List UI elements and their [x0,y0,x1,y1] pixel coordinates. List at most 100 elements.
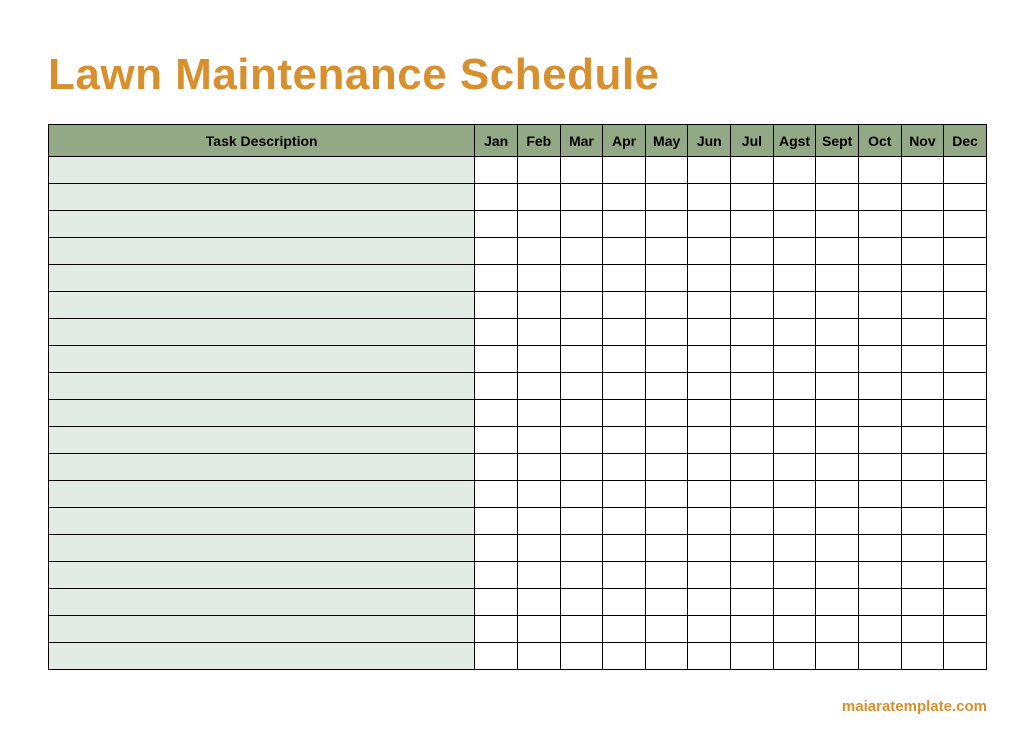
month-cell [688,238,731,265]
month-cell [773,346,816,373]
month-header: Nov [901,125,944,157]
task-cell [49,238,475,265]
table-row [49,184,987,211]
month-cell [688,184,731,211]
month-cell [603,643,646,670]
month-cell [560,211,603,238]
month-cell [901,535,944,562]
month-cell [688,319,731,346]
month-cell [688,589,731,616]
month-cell [858,481,901,508]
month-cell [731,238,774,265]
month-cell [773,508,816,535]
month-cell [603,238,646,265]
month-cell [688,211,731,238]
month-cell [603,346,646,373]
month-cell [944,211,987,238]
month-cell [944,265,987,292]
month-cell [858,508,901,535]
month-cell [560,238,603,265]
page-title: Lawn Maintenance Schedule [48,50,987,100]
month-cell [858,535,901,562]
month-cell [688,643,731,670]
month-cell [645,616,688,643]
table-row [49,292,987,319]
month-cell [688,562,731,589]
month-cell [731,535,774,562]
table-row [49,265,987,292]
task-cell [49,589,475,616]
month-cell [645,211,688,238]
task-cell [49,643,475,670]
month-cell [603,508,646,535]
month-cell [731,319,774,346]
month-cell [645,346,688,373]
month-cell [603,373,646,400]
footer-attribution: maiaratemplate.com [842,698,987,715]
month-cell [816,508,859,535]
month-cell [645,184,688,211]
table-row [49,589,987,616]
month-cell [858,616,901,643]
month-cell [773,535,816,562]
month-cell [731,265,774,292]
month-cell [773,643,816,670]
month-cell [475,454,518,481]
month-cell [475,427,518,454]
month-cell [901,616,944,643]
month-cell [731,211,774,238]
task-cell [49,184,475,211]
month-cell [816,454,859,481]
table-row [49,400,987,427]
month-cell [517,346,560,373]
month-cell [773,400,816,427]
table-row [49,373,987,400]
month-cell [645,454,688,481]
month-header: Mar [560,125,603,157]
month-cell [858,427,901,454]
task-cell [49,454,475,481]
month-cell [773,292,816,319]
table-row [49,427,987,454]
month-cell [731,562,774,589]
table-row [49,508,987,535]
month-cell [517,616,560,643]
month-cell [517,508,560,535]
month-cell [645,157,688,184]
month-cell [901,589,944,616]
month-cell [901,346,944,373]
month-cell [517,481,560,508]
month-cell [560,292,603,319]
month-cell [560,184,603,211]
month-header: May [645,125,688,157]
month-cell [603,427,646,454]
month-cell [645,427,688,454]
table-row [49,481,987,508]
month-cell [645,292,688,319]
month-cell [475,535,518,562]
table-row [49,454,987,481]
month-cell [517,535,560,562]
month-cell [688,481,731,508]
month-cell [944,535,987,562]
month-cell [901,481,944,508]
month-header: Feb [517,125,560,157]
month-cell [773,373,816,400]
month-cell [475,562,518,589]
month-cell [475,211,518,238]
month-cell [475,589,518,616]
month-cell [901,265,944,292]
month-cell [816,238,859,265]
month-cell [858,184,901,211]
month-cell [901,238,944,265]
month-cell [816,400,859,427]
month-cell [645,400,688,427]
month-cell [773,481,816,508]
month-cell [816,346,859,373]
month-cell [901,454,944,481]
month-cell [517,400,560,427]
table-row [49,346,987,373]
month-cell [731,184,774,211]
month-header: Oct [858,125,901,157]
month-cell [560,346,603,373]
